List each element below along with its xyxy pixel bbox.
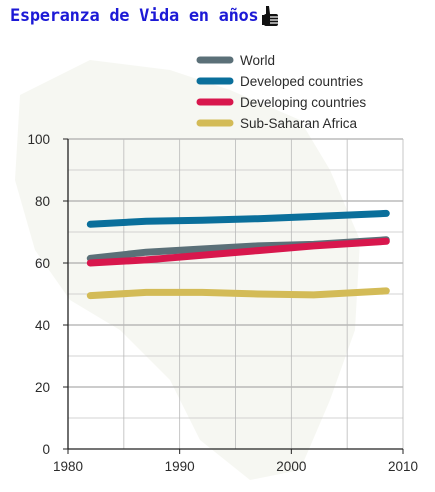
y-tick-label: 60 [35,256,50,271]
page-heading: Esperanza de Vida en años [10,2,282,30]
background-map [15,60,360,480]
series-layer [86,209,390,300]
y-tick-label: 100 [27,132,50,147]
x-tick-label: 1990 [165,459,195,474]
legend-label: Developed countries [240,74,363,89]
axes: 0 20 40 60 80 100 1980 1990 2000 2010 [27,132,418,474]
y-tick-label: 40 [35,318,50,333]
series-line-developing-countries [86,237,390,267]
x-tick-label: 2000 [276,459,306,474]
y-tick-label: 0 [42,442,50,457]
thumbs-up-icon [262,4,282,28]
series-line-developed-countries [86,209,390,228]
legend: World Developed countries Developing count… [196,53,366,131]
y-tick-label: 20 [35,380,50,395]
x-tick-label: 2010 [388,459,418,474]
series-line-sub-saharan-africa [86,287,390,300]
legend-label: World [240,53,275,68]
legend-label: Sub-Saharan Africa [240,116,358,131]
legend-label: Developing countries [240,95,366,110]
y-tick-label: 80 [35,194,50,209]
page-title: Esperanza de Vida en años [10,6,259,26]
x-tick-label: 1980 [53,459,83,474]
